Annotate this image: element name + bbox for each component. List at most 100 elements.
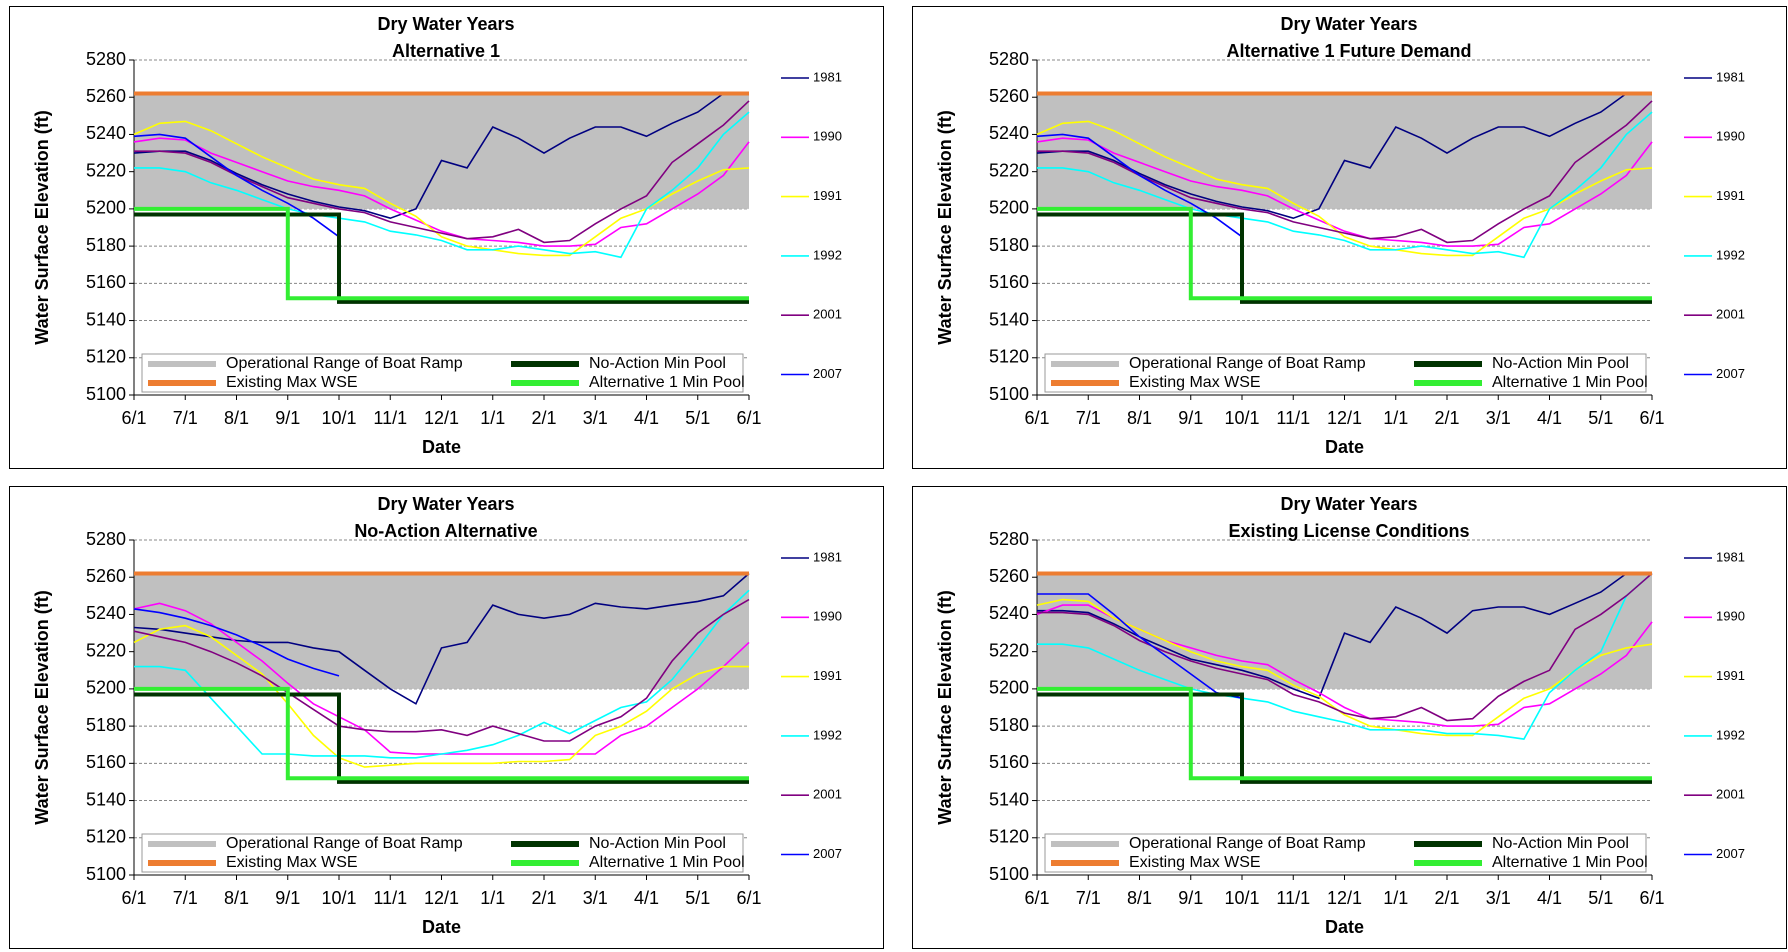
y-tick-label: 5180 bbox=[86, 235, 126, 255]
y-tick-label: 5120 bbox=[86, 347, 126, 367]
legend-box bbox=[1044, 353, 1647, 393]
legend-label: Operational Range of Boat Ramp bbox=[1129, 355, 1366, 372]
x-tick-label: 10/1 bbox=[321, 408, 356, 428]
x-tick-label: 3/1 bbox=[583, 888, 608, 908]
x-tick-label: 6/1 bbox=[736, 408, 761, 428]
legend-label: 1981 bbox=[813, 69, 842, 84]
x-tick-label: 2/1 bbox=[531, 888, 556, 908]
y-tick-label: 5240 bbox=[86, 603, 126, 623]
operational-range-band bbox=[1037, 93, 1652, 209]
legend-label: 1992 bbox=[1716, 247, 1745, 262]
x-tick-label: 6/1 bbox=[121, 408, 146, 428]
y-tick-label: 5120 bbox=[86, 827, 126, 847]
legend-label: 1992 bbox=[813, 247, 842, 262]
x-tick-label: 5/1 bbox=[685, 888, 710, 908]
legend-label: 1991 bbox=[1716, 188, 1745, 203]
x-tick-label: 8/1 bbox=[1127, 408, 1152, 428]
x-tick-label: 7/1 bbox=[173, 888, 198, 908]
legend-label: 1990 bbox=[813, 609, 842, 624]
reference-line bbox=[1037, 206, 1652, 301]
panel-border bbox=[9, 6, 884, 469]
y-tick-label: 5100 bbox=[86, 864, 126, 884]
series-line bbox=[133, 92, 749, 220]
x-axis-label: Date bbox=[1325, 437, 1364, 457]
x-tick-label: 4/1 bbox=[634, 888, 659, 908]
x-tick-label: 7/1 bbox=[173, 408, 198, 428]
legend-label: 2007 bbox=[813, 366, 842, 381]
chart-panel: 5100 5120 5140 5160 5180 5200 5220 5240 5260 5280… bbox=[9, 486, 884, 949]
legend-label: 1991 bbox=[813, 668, 842, 683]
legend-label: 1992 bbox=[813, 727, 842, 742]
x-tick-label: 9/1 bbox=[275, 888, 300, 908]
x-axis-label: Date bbox=[422, 437, 461, 457]
legend-label: Existing Max WSE bbox=[226, 854, 358, 871]
series-line bbox=[1036, 137, 1653, 247]
x-tick-label: 11/1 bbox=[373, 408, 407, 428]
y-tick-label: 5240 bbox=[989, 123, 1029, 143]
y-axis-label: Water Surface Elevation (ft) bbox=[32, 590, 52, 824]
x-tick-label: 1/1 bbox=[1383, 408, 1408, 428]
x-axis-label: Date bbox=[1325, 917, 1364, 937]
chart-title: Dry Water Years bbox=[1280, 14, 1417, 34]
x-tick-label: 8/1 bbox=[224, 888, 249, 908]
x-tick-label: 2/1 bbox=[531, 408, 556, 428]
series-line bbox=[134, 589, 750, 759]
x-tick-label: 12/1 bbox=[1327, 888, 1362, 908]
y-tick-label: 5100 bbox=[989, 864, 1029, 884]
chart-subtitle: No-Action Alternative bbox=[354, 521, 537, 541]
x-tick-label: 7/1 bbox=[1076, 408, 1101, 428]
reference-line bbox=[1037, 212, 1652, 304]
x-tick-label: 6/1 bbox=[1024, 408, 1049, 428]
x-tick-label: 6/1 bbox=[736, 888, 761, 908]
x-tick-label: 11/1 bbox=[1276, 408, 1310, 428]
y-tick-label: 5280 bbox=[86, 529, 126, 549]
x-tick-label: 4/1 bbox=[1537, 408, 1562, 428]
y-tick-label: 5280 bbox=[989, 529, 1029, 549]
chart-subtitle: Alternative 1 bbox=[392, 41, 500, 61]
y-tick-label: 5120 bbox=[989, 827, 1029, 847]
y-tick-label: 5140 bbox=[86, 309, 126, 329]
series-line bbox=[1037, 593, 1243, 699]
legend-label: Existing Max WSE bbox=[226, 374, 358, 391]
y-tick-label: 5220 bbox=[989, 640, 1029, 660]
x-tick-label: 12/1 bbox=[1327, 408, 1362, 428]
y-tick-label: 5180 bbox=[989, 235, 1029, 255]
y-tick-label: 5100 bbox=[989, 384, 1029, 404]
y-tick-label: 5160 bbox=[989, 752, 1029, 772]
legend-label: 1992 bbox=[1716, 727, 1745, 742]
chart-panel: 5100 5120 5140 5160 5180 5200 5220 5240 5260 5280… bbox=[912, 486, 1787, 949]
operational-range-band bbox=[134, 93, 749, 209]
x-tick-label: 10/1 bbox=[1224, 888, 1259, 908]
x-tick-label: 5/1 bbox=[1588, 408, 1613, 428]
legend-label: 1990 bbox=[1716, 129, 1745, 144]
legend-label: 2001 bbox=[813, 307, 842, 322]
y-tick-label: 5260 bbox=[86, 86, 126, 106]
legend-label: Operational Range of Boat Ramp bbox=[226, 835, 463, 852]
x-tick-label: 12/1 bbox=[424, 408, 459, 428]
x-tick-label: 5/1 bbox=[1588, 888, 1613, 908]
reference-line bbox=[134, 692, 749, 784]
legend-label: 1990 bbox=[1716, 609, 1745, 624]
x-tick-label: 2/1 bbox=[1434, 888, 1459, 908]
chart-title: Dry Water Years bbox=[377, 14, 514, 34]
y-tick-label: 5220 bbox=[86, 160, 126, 180]
series-line bbox=[1037, 572, 1653, 740]
series-line bbox=[134, 111, 750, 259]
y-tick-label: 5140 bbox=[86, 789, 126, 809]
y-tick-label: 5200 bbox=[86, 198, 126, 218]
x-tick-label: 6/1 bbox=[1639, 408, 1664, 428]
y-tick-label: 5220 bbox=[989, 160, 1029, 180]
operational-range-band bbox=[134, 573, 749, 689]
x-tick-label: 7/1 bbox=[1076, 888, 1101, 908]
legend-label: 1991 bbox=[1716, 668, 1745, 683]
x-tick-label: 10/1 bbox=[1224, 408, 1259, 428]
legend-box bbox=[141, 353, 744, 393]
reference-line bbox=[134, 212, 749, 304]
y-tick-label: 5260 bbox=[989, 566, 1029, 586]
legend-label: Alternative 1 Min Pool bbox=[589, 374, 745, 391]
chart-title: Dry Water Years bbox=[377, 494, 514, 514]
legend-label: 1981 bbox=[813, 549, 842, 564]
y-tick-label: 5200 bbox=[989, 198, 1029, 218]
y-tick-label: 5160 bbox=[989, 272, 1029, 292]
y-tick-label: 5260 bbox=[86, 566, 126, 586]
